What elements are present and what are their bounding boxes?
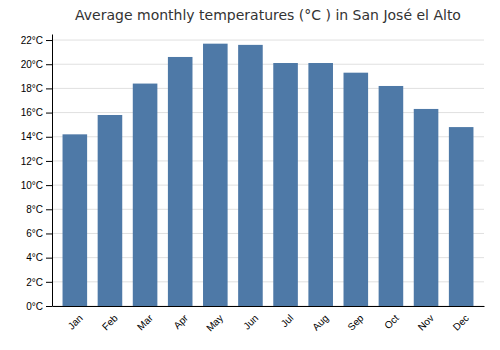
tick-mark <box>46 258 52 259</box>
tick: Sep <box>345 312 366 333</box>
tick-label: Jul <box>279 312 296 329</box>
tick-mark <box>46 64 52 65</box>
tick-label: 22°C <box>21 35 43 46</box>
tick-label: Apr <box>171 312 190 331</box>
tick-label: Feb <box>100 312 120 332</box>
grid-line <box>52 88 484 89</box>
bar <box>273 63 298 306</box>
y-axis: 0°C 2°C 4°C 6°C 8°C 10°C 12°C 14°C 16°C 18°C 20°C 2… <box>21 35 53 312</box>
bar <box>238 45 263 306</box>
bar <box>414 109 439 306</box>
tick-label: Nov <box>416 312 436 332</box>
bar <box>63 134 88 306</box>
tick-mark <box>46 233 52 234</box>
tick-label: Aug <box>310 312 330 332</box>
tick-mark <box>46 137 52 138</box>
tick: 10°C <box>21 180 52 191</box>
tick: Oct <box>382 312 401 331</box>
bar <box>133 84 158 306</box>
grid <box>52 40 484 306</box>
tick: 6°C <box>26 228 52 239</box>
bar <box>308 63 333 306</box>
tick: 4°C <box>26 252 52 263</box>
tick-label: Dec <box>451 312 471 332</box>
tick-label: May <box>204 312 225 333</box>
tick: 14°C <box>21 131 52 142</box>
tick-label: Sep <box>345 312 366 333</box>
tick: 22°C <box>21 35 52 46</box>
tick: 8°C <box>26 204 52 215</box>
grid-line <box>52 40 484 41</box>
tick: Aug <box>310 312 330 332</box>
tick-label: 4°C <box>26 252 43 263</box>
tick: 18°C <box>21 83 52 94</box>
tick-label: 12°C <box>21 156 43 167</box>
plot: 0°C 2°C 4°C 6°C 8°C 10°C 12°C 14°C 16°C 18°C 20°C 2… <box>21 35 485 334</box>
tick-label: Mar <box>135 312 155 332</box>
tick-label: Oct <box>382 312 401 331</box>
chart: 0°C 2°C 4°C 6°C 8°C 10°C 12°C 14°C 16°C 18°C 20°C 2… <box>0 0 500 350</box>
tick: 12°C <box>21 156 52 167</box>
bar <box>98 115 123 306</box>
tick-mark <box>46 40 52 41</box>
bar <box>168 57 193 306</box>
tick-mark <box>46 88 52 89</box>
bar <box>449 127 474 306</box>
tick-label: 20°C <box>21 59 43 70</box>
tick-mark <box>46 306 52 307</box>
x-axis: Jan Feb Mar Apr May Jun Jul Aug Sep Oct Nov Dec <box>53 307 485 334</box>
tick-mark <box>46 161 52 162</box>
tick-label: 14°C <box>21 131 43 142</box>
bar <box>344 73 369 306</box>
tick-label: Jun <box>241 312 260 331</box>
tick: 20°C <box>21 59 52 70</box>
grid-line <box>52 64 484 65</box>
tick: Jun <box>241 312 260 331</box>
tick-label: 2°C <box>26 277 43 288</box>
tick: 16°C <box>21 107 52 118</box>
tick-mark <box>46 209 52 210</box>
tick-label: 8°C <box>26 204 43 215</box>
tick: Dec <box>451 312 471 332</box>
tick: 0°C <box>26 301 52 312</box>
tick: 2°C <box>26 277 52 288</box>
tick-label: 6°C <box>26 228 43 239</box>
axis-line <box>52 35 53 307</box>
tick: Apr <box>171 312 190 331</box>
tick: Jul <box>279 312 296 329</box>
tick-mark <box>46 185 52 186</box>
tick: May <box>204 312 225 333</box>
tick-label: 18°C <box>21 83 43 94</box>
axis-line <box>53 306 485 307</box>
tick: Nov <box>416 312 436 332</box>
bar <box>203 44 228 306</box>
tick-label: 0°C <box>26 301 43 312</box>
bar <box>379 86 404 306</box>
bars <box>63 44 474 306</box>
tick: Feb <box>100 312 120 332</box>
tick-label: 16°C <box>21 107 43 118</box>
title: Average monthly temperatures (°C ) in Sa… <box>75 7 461 23</box>
tick: Mar <box>135 312 155 332</box>
tick-mark <box>46 282 52 283</box>
tick-mark <box>46 113 52 114</box>
tick: Jan <box>66 312 85 331</box>
tick-label: 10°C <box>21 180 43 191</box>
tick-label: Jan <box>66 312 85 331</box>
